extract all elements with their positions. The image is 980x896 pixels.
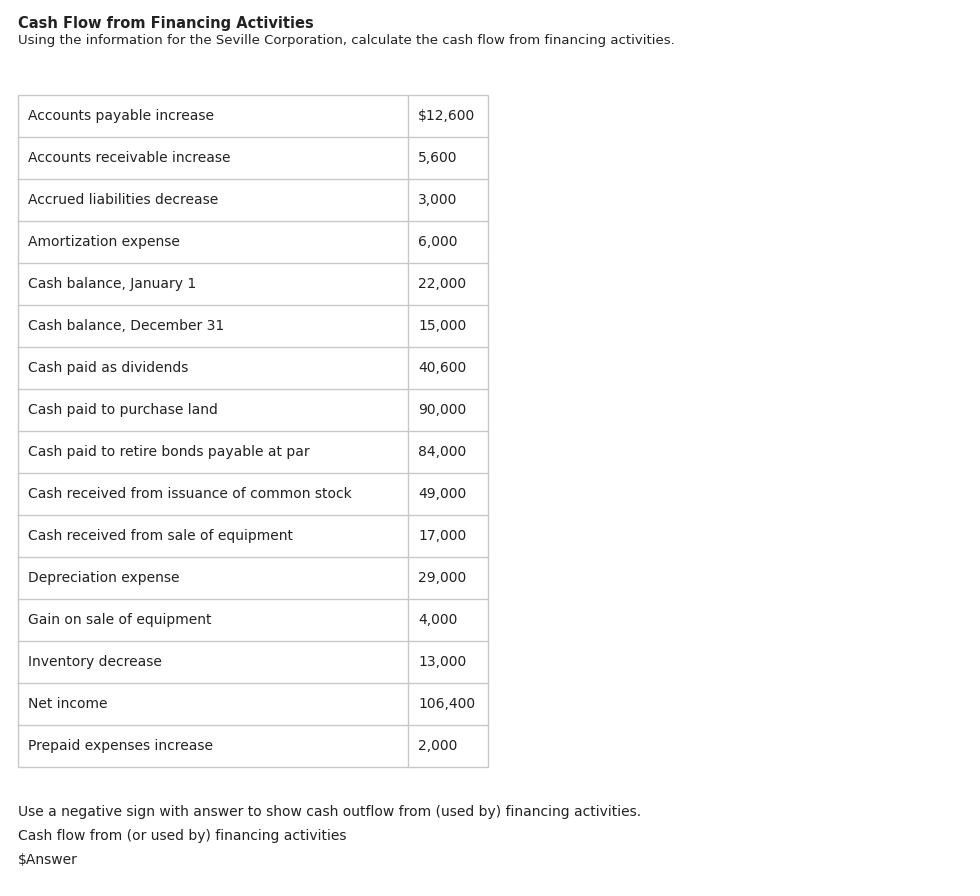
Text: Accounts receivable increase: Accounts receivable increase <box>28 151 230 165</box>
Text: 13,000: 13,000 <box>418 655 466 669</box>
Text: Cash received from sale of equipment: Cash received from sale of equipment <box>28 529 293 543</box>
Text: 40,600: 40,600 <box>418 361 466 375</box>
Text: Use a negative sign with answer to show cash outflow from (used by) financing ac: Use a negative sign with answer to show … <box>18 805 641 819</box>
Text: 29,000: 29,000 <box>418 571 466 585</box>
Text: Cash received from issuance of common stock: Cash received from issuance of common st… <box>28 487 352 501</box>
Text: Using the information for the Seville Corporation, calculate the cash flow from : Using the information for the Seville Co… <box>18 34 675 47</box>
Text: 106,400: 106,400 <box>418 697 475 711</box>
Text: Prepaid expenses increase: Prepaid expenses increase <box>28 739 213 753</box>
Text: 49,000: 49,000 <box>418 487 466 501</box>
Text: Depreciation expense: Depreciation expense <box>28 571 179 585</box>
Text: 2,000: 2,000 <box>418 739 458 753</box>
Text: Cash Flow from Financing Activities: Cash Flow from Financing Activities <box>18 16 314 31</box>
Text: Cash flow from (or used by) financing activities: Cash flow from (or used by) financing ac… <box>18 829 347 843</box>
Text: 3,000: 3,000 <box>418 193 458 207</box>
Text: Cash paid as dividends: Cash paid as dividends <box>28 361 188 375</box>
Text: 4,000: 4,000 <box>418 613 458 627</box>
Text: Accounts payable increase: Accounts payable increase <box>28 109 214 123</box>
Text: Cash paid to retire bonds payable at par: Cash paid to retire bonds payable at par <box>28 445 310 459</box>
Text: Cash paid to purchase land: Cash paid to purchase land <box>28 403 218 417</box>
Text: Accrued liabilities decrease: Accrued liabilities decrease <box>28 193 219 207</box>
Text: $12,600: $12,600 <box>418 109 475 123</box>
Text: 17,000: 17,000 <box>418 529 466 543</box>
Text: $Answer: $Answer <box>18 853 77 867</box>
Text: 22,000: 22,000 <box>418 277 466 291</box>
Text: Net income: Net income <box>28 697 108 711</box>
Text: 84,000: 84,000 <box>418 445 466 459</box>
Text: 15,000: 15,000 <box>418 319 466 333</box>
Bar <box>18 95 488 767</box>
Text: 5,600: 5,600 <box>418 151 458 165</box>
Text: 90,000: 90,000 <box>418 403 466 417</box>
Text: Gain on sale of equipment: Gain on sale of equipment <box>28 613 212 627</box>
Text: Inventory decrease: Inventory decrease <box>28 655 162 669</box>
Text: 6,000: 6,000 <box>418 235 458 249</box>
Text: Amortization expense: Amortization expense <box>28 235 180 249</box>
Text: Cash balance, December 31: Cash balance, December 31 <box>28 319 224 333</box>
Text: Cash balance, January 1: Cash balance, January 1 <box>28 277 196 291</box>
